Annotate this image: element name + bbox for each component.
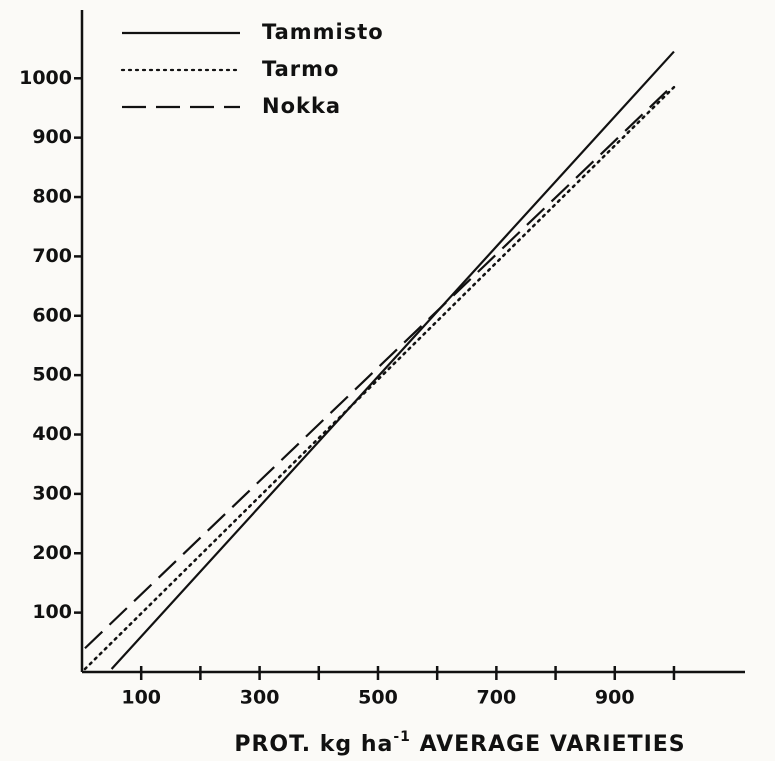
y-tick-label: 400 (32, 423, 72, 445)
x-tick-label: 100 (121, 687, 161, 709)
x-tick-label: 900 (595, 687, 635, 709)
y-tick-label: 100 (32, 601, 72, 623)
y-tick-label: 200 (32, 542, 72, 564)
x-label-superscript: -1 (393, 729, 411, 745)
series-line (110, 50, 675, 670)
x-axis-label: PROT. kg ha-1 AVERAGE VARIETIES (234, 729, 685, 757)
y-tick-label: 600 (32, 304, 72, 326)
legend-label: Tammisto (262, 20, 384, 44)
x-tick-label: 500 (358, 687, 398, 709)
x-label-part: AVERAGE VARIETIES (411, 732, 686, 757)
y-tick-label: 1000 (19, 67, 72, 89)
y-tick-label: 500 (32, 364, 72, 386)
series-line (84, 83, 675, 650)
x-label-part: PROT. kg ha (234, 732, 393, 757)
series-line (83, 85, 676, 671)
y-tick-label: 800 (32, 186, 72, 208)
y-tick-label: 300 (32, 482, 72, 504)
y-tick-label: 900 (32, 126, 72, 148)
x-tick-label: 700 (477, 687, 517, 709)
x-tick-label: 300 (240, 687, 280, 709)
legend-label: Nokka (262, 94, 341, 118)
legend-label: Tarmo (262, 57, 339, 81)
y-tick-label: 700 (32, 245, 72, 267)
